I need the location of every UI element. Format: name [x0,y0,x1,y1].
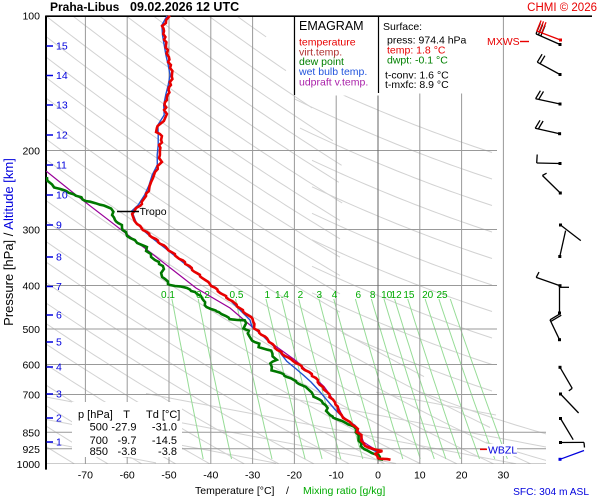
svg-text:-50: -50 [161,470,176,482]
svg-text:WBZL: WBZL [488,445,517,457]
svg-text:-30: -30 [245,470,260,482]
svg-text:10: 10 [381,290,393,301]
svg-text:2: 2 [298,290,304,301]
svg-text:500: 500 [22,324,40,336]
svg-text:virt.temp.: virt.temp. [299,46,342,58]
svg-text:T: T [123,409,130,421]
svg-text:4: 4 [56,362,62,374]
svg-text:14: 14 [56,70,68,82]
svg-text:Pressure [hPa] / Altitude [km]: Pressure [hPa] / Altitude [km] [1,158,16,326]
svg-text:2: 2 [56,413,62,425]
svg-text:-31.0: -31.0 [152,422,177,434]
svg-text:1: 1 [56,437,62,449]
svg-text:wet bulb temp.: wet bulb temp. [298,66,367,78]
svg-text:-27.9: -27.9 [111,422,136,434]
svg-text:0.1: 0.1 [161,290,175,301]
svg-text:temperature: temperature [299,37,356,49]
svg-text:Praha-Libus: Praha-Libus [50,0,120,14]
svg-text:-60: -60 [120,470,135,482]
svg-text:9: 9 [56,220,62,232]
svg-text:20: 20 [422,290,434,301]
svg-text:temp: 1.8 °C: temp: 1.8 °C [387,44,446,56]
svg-text:dwpt: -0.1 °C: dwpt: -0.1 °C [387,54,448,66]
svg-text:0.2: 0.2 [196,290,210,301]
svg-text:MXWS: MXWS [487,36,520,48]
svg-text:12: 12 [56,130,68,142]
svg-text:SFC: 304 m ASL: SFC: 304 m ASL [513,487,589,498]
svg-text:Mixing ratio [g/kg]: Mixing ratio [g/kg] [303,485,385,497]
svg-text:1000: 1000 [17,459,41,471]
svg-text:-40: -40 [203,470,218,482]
svg-text:0: 0 [375,470,381,482]
svg-text:500: 500 [90,422,108,434]
svg-text:-14.5: -14.5 [152,435,177,447]
svg-text:-10: -10 [329,470,344,482]
svg-text:7: 7 [56,281,62,293]
svg-text:Temperature [°C]: Temperature [°C] [195,485,275,497]
svg-text:6: 6 [56,310,62,322]
svg-text:0.5: 0.5 [230,290,244,301]
svg-text:udpraft v.temp.: udpraft v.temp. [299,77,368,89]
svg-text:600: 600 [22,360,40,372]
svg-text:15: 15 [403,290,415,301]
svg-text:dew point: dew point [299,56,344,68]
svg-text:1: 1 [265,290,271,301]
svg-text:850: 850 [22,427,40,439]
svg-text:1.4: 1.4 [275,290,289,301]
svg-text:200: 200 [22,146,40,158]
svg-text:20: 20 [456,470,468,482]
svg-text:/: / [286,485,289,497]
svg-text:Surface:: Surface: [383,21,422,33]
svg-text:8: 8 [56,252,62,264]
svg-text:11: 11 [56,160,67,172]
svg-text:Td [°C]: Td [°C] [146,409,180,421]
svg-text:300: 300 [22,225,40,237]
svg-text:700: 700 [90,435,108,447]
svg-text:30: 30 [498,470,510,482]
svg-text:700: 700 [22,390,40,402]
svg-text:press: 974.4 hPa: press: 974.4 hPa [387,35,467,47]
svg-text:Tropo: Tropo [140,206,167,218]
svg-text:4: 4 [332,290,338,301]
svg-text:p [hPa]: p [hPa] [78,409,113,421]
svg-text:8: 8 [370,290,376,301]
svg-text:CHMI © 2026: CHMI © 2026 [527,2,597,14]
svg-text:25: 25 [436,290,448,301]
svg-text:15: 15 [56,41,68,53]
svg-text:10: 10 [56,190,68,202]
svg-text:925: 925 [22,444,40,456]
svg-text:t-conv: 1.6 °C: t-conv: 1.6 °C [385,70,449,82]
svg-text:6: 6 [356,290,362,301]
svg-text:12: 12 [391,290,403,301]
svg-text:-70: -70 [78,470,93,482]
svg-text:-3.8: -3.8 [158,446,177,458]
svg-text:400: 400 [22,281,40,293]
svg-text:EMAGRAM: EMAGRAM [299,19,364,33]
svg-text:850: 850 [90,446,108,458]
svg-text:3: 3 [317,290,323,301]
svg-text:09.02.2026 12 UTC: 09.02.2026 12 UTC [130,0,239,14]
svg-text:100: 100 [22,11,40,23]
svg-text:10: 10 [414,470,426,482]
svg-text:-3.8: -3.8 [118,446,137,458]
svg-text:-9.7: -9.7 [118,435,137,447]
svg-text:3: 3 [56,389,62,401]
svg-text:13: 13 [56,100,68,112]
svg-text:t-mxfc: 8.9 °C: t-mxfc: 8.9 °C [385,79,449,91]
svg-text:-20: -20 [287,470,302,482]
svg-text:5: 5 [56,337,62,349]
